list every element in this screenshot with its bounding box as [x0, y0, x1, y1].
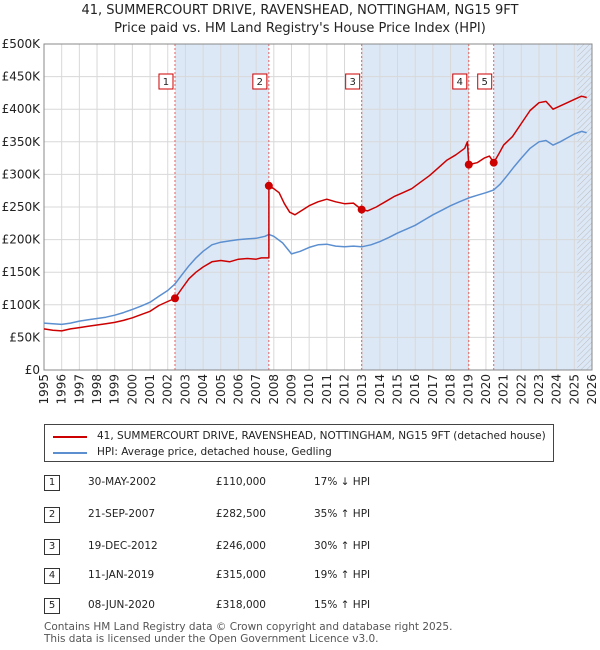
- chart-title: 41, SUMMERCOURT DRIVE, RAVENSHEAD, NOTTI…: [81, 3, 519, 18]
- legend-label-property: 41, SUMMERCOURT DRIVE, RAVENSHEAD, NOTTI…: [97, 430, 546, 442]
- x-tick-label: 2023: [532, 374, 546, 405]
- sale-number-box: [158, 73, 174, 90]
- price-chart: £0 £50K £100K £150K £200K £250K £300K £350K £400…: [2, 37, 599, 405]
- sale-badge: 1: [44, 475, 60, 491]
- sale-number-label: 1: [163, 77, 169, 88]
- y-tick-label: £300K: [2, 167, 42, 181]
- y-tick-label: £400K: [2, 102, 42, 116]
- x-tick-label: 2001: [143, 374, 157, 405]
- sale-number-label: 2: [257, 77, 263, 88]
- y-tick-label: £500K: [2, 37, 42, 51]
- x-tick-label: 2025: [567, 374, 581, 405]
- x-tick-label: 2016: [408, 374, 422, 405]
- sale-price: £318,000: [215, 599, 266, 611]
- sale-number-box: [345, 73, 361, 90]
- legend-swatch-property: [53, 436, 87, 438]
- sale-point: [357, 205, 366, 214]
- sale-price: £110,000: [215, 476, 266, 488]
- sale-point: [464, 160, 473, 169]
- sale-point: [170, 294, 179, 303]
- x-tick-label: 1999: [108, 374, 122, 405]
- sale-point: [489, 158, 498, 167]
- sale-hpi-diff: 35% ↑ HPI: [314, 508, 371, 520]
- x-tick-label: 2012: [338, 374, 352, 405]
- sale-hpi-diff: 30% ↑ HPI: [314, 540, 371, 552]
- sale-price: £315,000: [215, 569, 266, 581]
- table-row: 2 21-SEP-2007 £282,500 35% ↑ HPI: [0, 507, 600, 529]
- sale-date: 21-SEP-2007: [88, 508, 156, 520]
- sale-price: £246,000: [215, 540, 266, 552]
- sale-hpi-diff: 17% ↓ HPI: [314, 476, 371, 488]
- x-tick-label: 2020: [479, 374, 493, 405]
- x-tick-label: 2000: [125, 374, 139, 405]
- x-tick-label: 2011: [320, 374, 334, 405]
- sale-badge: 5: [44, 598, 60, 614]
- x-tick-label: 2010: [302, 374, 316, 405]
- y-tick-label: £350K: [2, 135, 42, 149]
- sale-number-label: 4: [457, 77, 463, 88]
- x-tick-label: 2007: [249, 374, 263, 405]
- property-series-line: [43, 95, 587, 332]
- sale-badge: 2: [44, 507, 60, 523]
- sale-number-box: [477, 73, 493, 90]
- x-tick-label: 2005: [214, 374, 228, 405]
- x-tick-label: 2009: [284, 374, 298, 405]
- legend-label-hpi: HPI: Average price, detached house, Gedl…: [97, 446, 332, 458]
- plot-frame: [43, 43, 593, 371]
- x-tick-label: 2021: [497, 374, 511, 405]
- sale-date: 11-JAN-2019: [88, 569, 155, 581]
- legend-swatch-hpi: [53, 452, 87, 454]
- y-tick-label: £450K: [2, 70, 42, 84]
- sale-hpi-diff: 15% ↑ HPI: [314, 599, 371, 611]
- x-tick-label: 2006: [231, 374, 245, 405]
- sale-point: [264, 181, 273, 190]
- sale-badge: 3: [44, 539, 60, 555]
- x-tick-label: 2003: [178, 374, 192, 405]
- x-tick-label: 2019: [461, 374, 475, 405]
- table-row: 3 19-DEC-2012 £246,000 30% ↑ HPI: [0, 539, 600, 561]
- table-row: 4 11-JAN-2019 £315,000 19% ↑ HPI: [0, 568, 600, 590]
- y-tick-label: £150K: [2, 265, 42, 279]
- sale-number-label: 5: [482, 77, 488, 88]
- x-tick-label: 2022: [514, 374, 528, 405]
- x-tick-label: 2002: [161, 374, 175, 405]
- sale-price: £282,500: [215, 508, 266, 520]
- legend: 41, SUMMERCOURT DRIVE, RAVENSHEAD, NOTTI…: [44, 424, 554, 462]
- x-tick-label: 2026: [585, 374, 599, 405]
- sale-date: 19-DEC-2012: [88, 540, 158, 552]
- sale-number-label: 3: [349, 77, 355, 88]
- x-tick-label: 1995: [37, 374, 51, 405]
- x-tick-label: 1997: [72, 374, 86, 405]
- x-tick-label: 2015: [391, 374, 405, 405]
- table-row: 5 08-JUN-2020 £318,000 15% ↑ HPI: [0, 598, 600, 620]
- x-tick-label: 2024: [550, 374, 564, 405]
- y-tick-label: £0: [25, 363, 40, 377]
- x-tick-label: 2008: [267, 374, 281, 405]
- y-tick-label: £100K: [2, 298, 42, 312]
- hpi-series-line: [43, 130, 587, 326]
- x-tick-label: 2018: [444, 374, 458, 405]
- footer-license: This data is licensed under the Open Gov…: [44, 633, 379, 645]
- sale-date: 08-JUN-2020: [88, 599, 155, 611]
- x-tick-label: 2017: [426, 374, 440, 405]
- x-tick-label: 1998: [90, 374, 104, 405]
- chart-subtitle: Price paid vs. HM Land Registry's House …: [114, 21, 486, 36]
- sale-number-box: [252, 73, 268, 90]
- x-tick-label: 1996: [55, 374, 69, 405]
- sale-badge: 4: [44, 568, 60, 584]
- y-tick-label: £200K: [2, 233, 42, 247]
- footer-copyright: Contains HM Land Registry data © Crown c…: [44, 621, 453, 633]
- y-tick-label: £250K: [2, 200, 42, 214]
- sale-number-box: [452, 73, 468, 90]
- x-tick-label: 2004: [196, 374, 210, 405]
- table-row: 1 30-MAY-2002 £110,000 17% ↓ HPI: [0, 475, 600, 497]
- y-tick-label: £50K: [9, 330, 41, 344]
- sale-date: 30-MAY-2002: [88, 476, 157, 488]
- x-tick-label: 2013: [355, 374, 369, 405]
- x-tick-label: 2014: [373, 374, 387, 405]
- sale-hpi-diff: 19% ↑ HPI: [314, 569, 371, 581]
